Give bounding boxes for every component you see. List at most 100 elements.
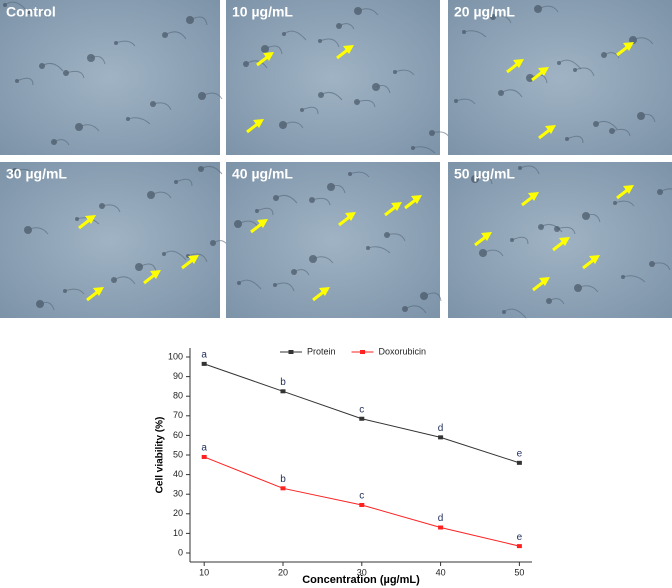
- arrow-head: [93, 287, 104, 296]
- arrow-head: [253, 119, 264, 128]
- arrow-head: [538, 67, 549, 76]
- cell-process: [312, 256, 334, 264]
- x-tick-label: 50: [514, 567, 524, 577]
- cell-process: [375, 85, 391, 94]
- point-label: d: [438, 513, 444, 524]
- point-label: a: [201, 443, 207, 454]
- cell-process: [187, 253, 208, 263]
- cell-process: [64, 288, 85, 295]
- arrow-head: [623, 42, 634, 51]
- cell-process: [566, 135, 584, 144]
- micrograph: [448, 162, 672, 318]
- cell-process: [127, 117, 151, 125]
- cell-process: [640, 114, 656, 123]
- cell-process: [500, 89, 523, 98]
- cell-process: [482, 249, 504, 257]
- arrow-head: [263, 52, 274, 61]
- cell-process: [78, 124, 100, 132]
- x-tick-label: 40: [436, 567, 446, 577]
- cell-process: [611, 128, 631, 137]
- cell-process: [320, 91, 343, 101]
- cell-process: [28, 9, 49, 19]
- arrow-head: [513, 59, 524, 68]
- point-label: c: [359, 404, 364, 415]
- data-point: [438, 435, 444, 440]
- data-point: [438, 525, 444, 530]
- cell-process: [651, 262, 671, 271]
- cell-process: [492, 15, 512, 24]
- cell-process: [237, 220, 259, 228]
- cell-process: [200, 165, 223, 175]
- data-point: [516, 544, 522, 549]
- arrow-head: [391, 202, 402, 211]
- cell-process: [113, 276, 136, 285]
- cell-process: [632, 37, 654, 45]
- data-point: [280, 389, 286, 394]
- cell-process: [548, 298, 565, 305]
- y-tick-label: 60: [173, 430, 183, 440]
- cell-process: [152, 102, 172, 111]
- cell-process: [519, 165, 540, 175]
- cell-process: [577, 285, 599, 293]
- cell-process: [256, 207, 274, 216]
- cell-process: [338, 23, 355, 30]
- cell-process: [622, 275, 646, 283]
- point-label: b: [280, 474, 286, 485]
- y-tick-label: 80: [173, 391, 183, 401]
- cell-process: [558, 59, 582, 70]
- cell-process: [90, 56, 106, 65]
- cell-process: [529, 74, 548, 84]
- cell-process: [39, 302, 55, 311]
- cell-process: [282, 121, 304, 129]
- cell-process: [163, 250, 187, 261]
- x-tick-label: 30: [357, 567, 367, 577]
- cell-process: [412, 146, 436, 154]
- arrow-head: [345, 212, 356, 221]
- x-axis-label: Concentration (µg/mL): [302, 574, 420, 586]
- cell-process: [274, 282, 295, 292]
- arrow-head: [85, 215, 96, 224]
- cell-process: [41, 62, 64, 72]
- cell-process: [14, 168, 34, 177]
- y-tick-label: 10: [173, 528, 183, 538]
- y-tick-label: 90: [173, 371, 183, 381]
- micrograph: [448, 0, 672, 155]
- cell-process: [150, 191, 172, 199]
- cell-process: [503, 308, 527, 319]
- data-point: [516, 460, 522, 465]
- cell-process: [138, 263, 157, 273]
- cell-process: [574, 67, 595, 77]
- y-tick-label: 70: [173, 410, 183, 420]
- arrow-head: [150, 270, 161, 279]
- cell-process: [511, 236, 529, 245]
- arrow-head: [559, 237, 570, 246]
- cell-process: [101, 204, 121, 213]
- cell-process: [16, 77, 34, 86]
- y-tick-label: 0: [178, 547, 183, 557]
- y-tick-label: 100: [168, 351, 183, 361]
- legend-label: Doxorubicin: [379, 346, 427, 356]
- cell-process: [311, 197, 331, 206]
- panel-label: 10 µg/mL: [232, 4, 293, 20]
- y-axis-label: Cell viability (%): [155, 417, 166, 494]
- data-point: [359, 502, 365, 507]
- cell-process: [330, 185, 346, 194]
- cell-process: [595, 120, 618, 130]
- cell-process: [275, 194, 298, 204]
- cell: [510, 238, 514, 242]
- arrow-head: [188, 255, 199, 264]
- cell-process: [175, 178, 193, 187]
- cell-process: [283, 30, 307, 41]
- arrow-head: [545, 125, 556, 134]
- cell-process: [65, 70, 85, 79]
- point-label: b: [280, 377, 286, 388]
- cell-process: [245, 60, 268, 69]
- cell-process: [319, 38, 340, 48]
- cell-process: [614, 200, 635, 207]
- cell-process: [301, 106, 319, 115]
- y-tick-label: 40: [173, 469, 183, 479]
- point-label: d: [438, 423, 444, 434]
- cell-process: [423, 292, 442, 302]
- panel-label: 40 µg/mL: [232, 166, 293, 182]
